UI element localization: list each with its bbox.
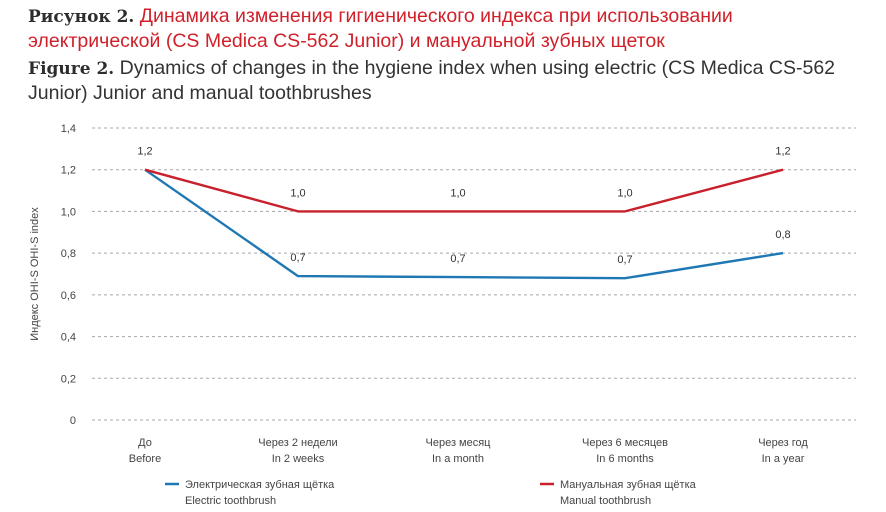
series (144, 168, 784, 280)
x-tick-label-en: Before (129, 453, 161, 465)
data-label: 0,7 (617, 254, 632, 266)
data-label: 0,8 (775, 229, 790, 241)
series-electric-line (144, 168, 784, 280)
figure-caption-ru: Динамика изменения гигиенического индекс… (28, 5, 733, 52)
y-tick-label: 0,4 (61, 332, 76, 344)
x-tick-label-en: In a month (432, 453, 484, 465)
y-tick-label: 0 (70, 415, 76, 427)
x-tick-label-ru: Через 6 месяцев (582, 437, 668, 449)
figure-title-en: Figure 2. Dynamics of changes in the hyg… (28, 56, 868, 105)
data-label: 1,2 (775, 146, 790, 158)
y-tick-label: 0,8 (61, 248, 76, 260)
x-axis-ticks: До Before Через 2 недели In 2 weeks Через ме… (129, 437, 809, 465)
legend-label-en: Electric toothbrush (185, 495, 276, 507)
figure-label-ru: Рисунок 2. (28, 7, 135, 27)
series-manual-line (144, 168, 784, 213)
data-label: 1,0 (290, 187, 305, 199)
legend: Электрическая зубная щётка Electric tooth… (165, 479, 697, 507)
y-axis-label: Индекс OHI-S OHI-S index (29, 207, 41, 341)
y-tick-label: 0,6 (61, 290, 76, 302)
x-tick-label-ru: Через год (758, 437, 808, 449)
x-tick-label-ru: Через месяц (426, 437, 492, 449)
legend-label-ru: Электрическая зубная щётка (185, 479, 335, 491)
y-tick-label: 1,2 (61, 165, 76, 177)
x-tick-label-en: In 6 months (596, 453, 654, 465)
x-tick-label-ru: До (138, 437, 152, 449)
data-label: 0,7 (450, 253, 465, 265)
y-axis-ticks: 0 0,2 0,4 0,6 0,8 1,0 1,2 1,4 (61, 123, 76, 427)
grid (92, 127, 856, 421)
y-tick-label: 0,2 (61, 373, 76, 385)
data-labels: 0,7 0,7 0,7 0,8 1,2 1,0 1,0 1,0 1,2 (137, 146, 790, 266)
y-tick-label: 1,4 (61, 123, 76, 135)
figure-caption-en: Dynamics of changes in the hygiene index… (28, 57, 836, 104)
data-label: 0,7 (290, 252, 305, 264)
figure-title-ru: Рисунок 2. Динамика изменения гигиеничес… (28, 4, 868, 53)
data-label: 1,0 (450, 187, 465, 199)
y-tick-label: 1,0 (61, 206, 76, 218)
data-label: 1,2 (137, 146, 152, 158)
x-tick-label-en: In 2 weeks (272, 453, 325, 465)
legend-label-en: Manual toothbrush (560, 495, 651, 507)
data-label: 1,0 (617, 187, 632, 199)
x-tick-label-en: In a year (762, 453, 805, 465)
figure-label-en: Figure 2. (28, 59, 115, 79)
x-tick-label-ru: Через 2 недели (258, 437, 337, 449)
legend-label-ru: Мануальная зубная щётка (560, 479, 697, 491)
